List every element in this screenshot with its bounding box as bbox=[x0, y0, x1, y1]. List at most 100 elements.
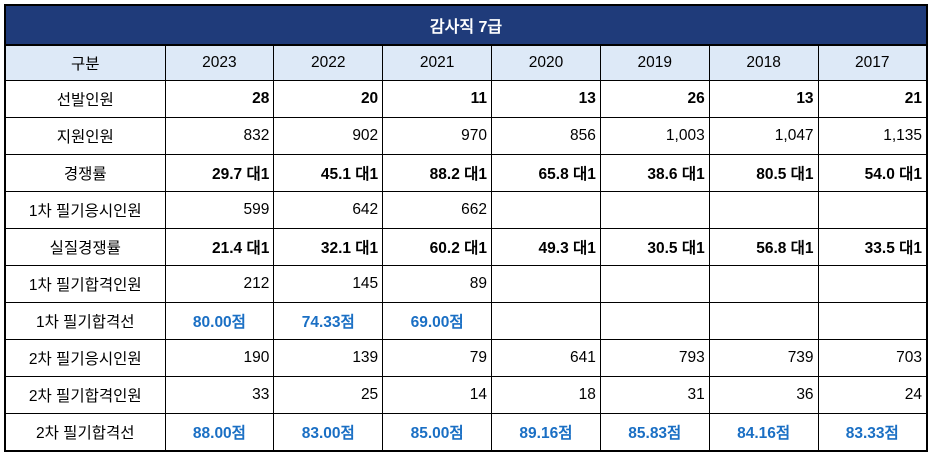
table-cell: 45.1 대1 bbox=[273, 154, 384, 192]
table-cell: 1,047 bbox=[708, 117, 819, 155]
table-cell: 60.2 대1 bbox=[382, 228, 493, 266]
table-cell: 36 bbox=[708, 376, 819, 414]
table-cell: 739 bbox=[708, 339, 819, 377]
table-cell bbox=[817, 265, 928, 303]
table-row: 선발인원 28 20 11 13 26 13 21 bbox=[4, 80, 928, 118]
table-cell: 13 bbox=[491, 80, 601, 118]
header-row: 구분 2023 2022 2021 2020 2019 2018 2017 bbox=[4, 44, 928, 81]
row-label: 1차 필기합격인원 bbox=[4, 265, 166, 303]
table-cell: 30.5 대1 bbox=[599, 228, 710, 266]
table-cell: 703 bbox=[817, 339, 928, 377]
table-cell: 49.3 대1 bbox=[491, 228, 601, 266]
row-label: 선발인원 bbox=[4, 80, 166, 118]
table-cell: 145 bbox=[273, 265, 384, 303]
table-cell bbox=[491, 302, 601, 340]
table-cell: 14 bbox=[382, 376, 493, 414]
table-cell: 641 bbox=[491, 339, 601, 377]
table-cell: 33 bbox=[164, 376, 275, 414]
table-cell bbox=[599, 191, 710, 229]
row-label: 실질경쟁률 bbox=[4, 228, 166, 266]
table-cell: 80.5 대1 bbox=[708, 154, 819, 192]
table-cell: 83.33점 bbox=[817, 413, 928, 452]
table-cell: 88.2 대1 bbox=[382, 154, 493, 192]
table-cell: 25 bbox=[273, 376, 384, 414]
table-cell: 85.83점 bbox=[599, 413, 710, 452]
table-cell bbox=[599, 302, 710, 340]
table-cell: 662 bbox=[382, 191, 493, 229]
table-cell: 74.33점 bbox=[273, 302, 384, 340]
table-cell: 832 bbox=[164, 117, 275, 155]
table-cell bbox=[708, 302, 819, 340]
table-cell bbox=[817, 302, 928, 340]
table-row: 경쟁률 29.7 대1 45.1 대1 88.2 대1 65.8 대1 38.6 대1 80… bbox=[4, 154, 928, 192]
table-row: 1차 필기합격인원 212 145 89 bbox=[4, 265, 928, 303]
table-cell: 89 bbox=[382, 265, 493, 303]
table-cell: 856 bbox=[491, 117, 601, 155]
table-cell: 212 bbox=[164, 265, 275, 303]
table-cell: 190 bbox=[164, 339, 275, 377]
table-cell: 902 bbox=[273, 117, 384, 155]
year-header: 2018 bbox=[708, 44, 819, 81]
table-cell: 18 bbox=[491, 376, 601, 414]
table-row: 실질경쟁률 21.4 대1 32.1 대1 60.2 대1 49.3 대1 30.5 대1… bbox=[4, 228, 928, 266]
stats-table-container: 감사직 7급 구분 2023 2022 2021 2020 2019 2018 … bbox=[3, 4, 929, 452]
table-cell: 29.7 대1 bbox=[164, 154, 275, 192]
table-row: 1차 필기합격선 80.00점 74.33점 69.00점 bbox=[4, 302, 928, 340]
table-cell: 89.16점 bbox=[491, 413, 601, 452]
table-cell: 85.00점 bbox=[382, 413, 493, 452]
table-cell: 32.1 대1 bbox=[273, 228, 384, 266]
table-cell: 20 bbox=[273, 80, 384, 118]
table-row: 1차 필기응시인원 599 642 662 bbox=[4, 191, 928, 229]
table-title: 감사직 7급 bbox=[3, 4, 929, 46]
table-cell: 83.00점 bbox=[273, 413, 384, 452]
table-cell bbox=[708, 265, 819, 303]
header-label: 구분 bbox=[4, 44, 166, 81]
table-cell: 38.6 대1 bbox=[599, 154, 710, 192]
table-cell: 24 bbox=[817, 376, 928, 414]
table-row: 2차 필기합격선 88.00점 83.00점 85.00점 89.16점 85.83점 84… bbox=[4, 413, 928, 452]
table-row: 2차 필기응시인원 190 139 79 641 793 739 703 bbox=[4, 339, 928, 377]
table-cell: 33.5 대1 bbox=[817, 228, 928, 266]
table-row: 2차 필기합격인원 33 25 14 18 31 36 24 bbox=[4, 376, 928, 414]
row-label: 지원인원 bbox=[4, 117, 166, 155]
table-cell: 31 bbox=[599, 376, 710, 414]
table-row: 지원인원 832 902 970 856 1,003 1,047 1,135 bbox=[4, 117, 928, 155]
table-cell: 65.8 대1 bbox=[491, 154, 601, 192]
table-cell: 88.00점 bbox=[164, 413, 275, 452]
table-cell bbox=[491, 191, 601, 229]
table-cell: 28 bbox=[164, 80, 275, 118]
table-cell: 21 bbox=[817, 80, 928, 118]
table-cell: 642 bbox=[273, 191, 384, 229]
year-header: 2019 bbox=[599, 44, 710, 81]
table-cell: 1,135 bbox=[817, 117, 928, 155]
recruitment-stats-table: 감사직 7급 구분 2023 2022 2021 2020 2019 2018 … bbox=[3, 4, 929, 452]
year-header: 2022 bbox=[273, 44, 384, 81]
year-header: 2020 bbox=[491, 44, 601, 81]
table-cell: 69.00점 bbox=[382, 302, 493, 340]
table-cell: 56.8 대1 bbox=[708, 228, 819, 266]
row-label: 2차 필기합격선 bbox=[4, 413, 166, 452]
table-cell: 11 bbox=[382, 80, 493, 118]
table-cell: 13 bbox=[708, 80, 819, 118]
year-header: 2023 bbox=[164, 44, 275, 81]
row-label: 경쟁률 bbox=[4, 154, 166, 192]
table-cell: 84.16점 bbox=[708, 413, 819, 452]
year-header: 2021 bbox=[382, 44, 493, 81]
table-cell: 79 bbox=[382, 339, 493, 377]
table-cell bbox=[491, 265, 601, 303]
table-cell bbox=[817, 191, 928, 229]
row-label: 2차 필기응시인원 bbox=[4, 339, 166, 377]
table-cell bbox=[708, 191, 819, 229]
table-cell: 970 bbox=[382, 117, 493, 155]
table-cell: 793 bbox=[599, 339, 710, 377]
table-cell: 80.00점 bbox=[164, 302, 275, 340]
table-cell: 26 bbox=[599, 80, 710, 118]
table-cell bbox=[599, 265, 710, 303]
table-cell: 54.0 대1 bbox=[817, 154, 928, 192]
table-cell: 139 bbox=[273, 339, 384, 377]
table-cell: 599 bbox=[164, 191, 275, 229]
row-label: 1차 필기응시인원 bbox=[4, 191, 166, 229]
table-cell: 21.4 대1 bbox=[164, 228, 275, 266]
row-label: 2차 필기합격인원 bbox=[4, 376, 166, 414]
year-header: 2017 bbox=[817, 44, 928, 81]
